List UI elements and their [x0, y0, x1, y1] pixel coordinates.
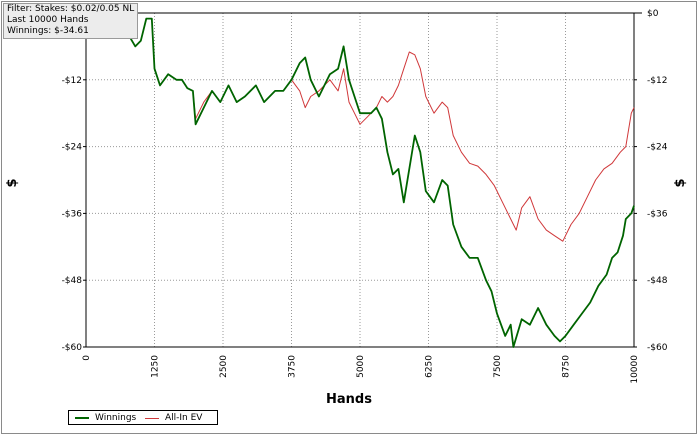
y-tick-label-right: -$12	[647, 76, 667, 86]
y-tick-label-right: -$24	[647, 143, 668, 153]
x-tick-label: 1250	[151, 355, 161, 378]
y-tick-label-left: -$36	[62, 209, 83, 219]
y-tick-label-left: -$24	[62, 143, 83, 153]
legend-label-winnings: Winnings	[95, 413, 137, 423]
x-axis-label: Hands	[326, 392, 372, 407]
winnings-text: Winnings: $-34.61	[7, 26, 89, 36]
x-tick-label: 5000	[356, 355, 366, 378]
grid	[86, 13, 634, 347]
x-tick-label: 10000	[630, 355, 640, 384]
legend-swatch-winnings	[75, 417, 89, 419]
y-tick-label-left: -$48	[62, 276, 83, 286]
y-tick-label-right: $0	[647, 9, 659, 19]
y-tick-label-right: -$48	[647, 276, 668, 286]
y-axis-label-left: $	[5, 178, 20, 187]
filter-text: Filter: Stakes: $0.02/0.05 NL	[7, 4, 135, 14]
legend-swatch-allin-ev	[145, 417, 159, 419]
x-tick-label: 2500	[219, 355, 229, 378]
x-tick-label: 8750	[562, 355, 572, 378]
series-line-winnings	[85, 6, 635, 348]
tick-labels: 0125025003750500062507500875010000$0$0-$…	[62, 9, 668, 384]
axes	[83, 12, 642, 348]
x-tick-label: 6250	[425, 355, 435, 378]
x-tick-label: 3750	[288, 355, 298, 378]
y-tick-label-right: -$60	[647, 343, 668, 353]
y-tick-label-left: -$12	[62, 76, 82, 86]
legend-label-allin-ev: All-In EV	[165, 413, 203, 423]
legend: Winnings All-In EV	[68, 410, 218, 425]
legend-item-winnings: Winnings	[75, 412, 136, 424]
x-tick-label: 7500	[493, 355, 503, 378]
y-tick-label-right: -$36	[647, 209, 668, 219]
plot-area	[86, 13, 634, 347]
legend-item-allin-ev: All-In EV	[145, 412, 202, 424]
x-tick-label: 0	[82, 355, 92, 361]
y-axis-label-right: $	[673, 178, 688, 187]
filter-info-box: Filter: Stakes: $0.02/0.05 NL Last 10000…	[3, 3, 139, 39]
series-lines	[85, 6, 635, 348]
hands-count-text: Last 10000 Hands	[7, 15, 89, 25]
plot-border	[85, 12, 635, 348]
y-tick-label-left: -$60	[62, 343, 83, 353]
